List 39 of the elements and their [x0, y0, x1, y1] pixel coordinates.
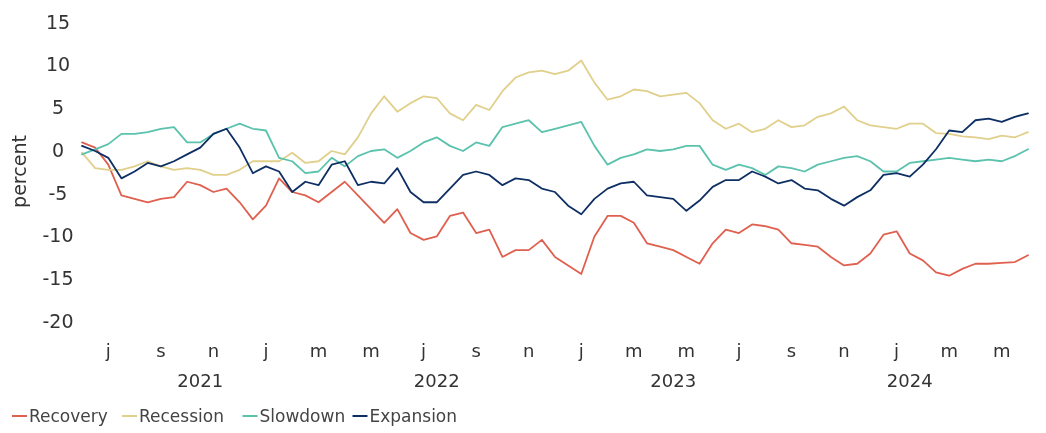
line-series	[81, 112, 1029, 216]
x-tick-label: m	[362, 340, 380, 361]
text: 2023	[650, 370, 697, 391]
x-tick-label: j	[104, 340, 111, 361]
x-tick-label: m	[309, 340, 328, 361]
text: 2022	[413, 370, 460, 391]
y-tick-label: -5	[48, 181, 68, 204]
x-tick-label: m	[625, 340, 643, 361]
legend-label: Recession	[139, 406, 224, 426]
y-tick-label: -20	[42, 309, 74, 332]
legend-label: Expansion	[369, 406, 458, 426]
x-tick-label: n	[838, 340, 850, 361]
x-tick-label: n	[523, 340, 535, 361]
x-tick-label: s	[471, 340, 481, 361]
y-tick-label: 5	[51, 96, 65, 119]
x-tick-label: j	[893, 340, 900, 361]
y-tick-label: -15	[42, 266, 74, 289]
y-tick-label: 0	[51, 138, 65, 161]
line-series	[81, 119, 1029, 176]
line-series	[81, 141, 1029, 277]
x-tick-label: j	[262, 340, 269, 361]
y-tick-label: 15	[45, 10, 71, 33]
x-tick-label: s	[156, 340, 166, 361]
x-tick-label: s	[786, 340, 797, 361]
x-tick-label: m	[677, 340, 696, 361]
line-series	[81, 59, 1029, 176]
text: 2021	[177, 370, 224, 391]
y-axis-title: percent	[8, 135, 30, 208]
legend-label: Slowdown	[259, 406, 346, 426]
x-tick-label: m	[940, 340, 958, 361]
y-tick-label: 10	[45, 53, 71, 76]
x-tick-label: n	[207, 340, 220, 361]
legend-label: Recovery	[29, 406, 108, 426]
x-tick-label: m	[992, 340, 1011, 361]
x-tick-label: j	[577, 340, 584, 361]
y-tick-label: -10	[42, 224, 74, 247]
text: 2024	[886, 370, 933, 391]
x-tick-label: j	[735, 340, 742, 361]
x-tick-label: j	[420, 340, 427, 361]
